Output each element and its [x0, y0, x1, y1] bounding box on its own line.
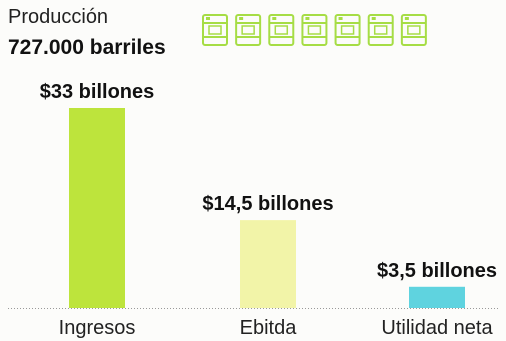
- oil-barrel-icon: [202, 14, 228, 46]
- category-tick-label: Utilidad neta: [381, 317, 493, 339]
- production-value: 727.000 barriles: [8, 36, 166, 59]
- oil-barrel-icon: [268, 14, 295, 46]
- data-label: $3,5 billones: [377, 260, 497, 282]
- oil-barrel-icon: [400, 14, 427, 46]
- oil-barrel-icon: [235, 14, 262, 46]
- bar-ingresos: [69, 108, 125, 308]
- category-tick-label: Ingresos: [59, 317, 136, 339]
- oil-barrel-icon: [367, 14, 394, 46]
- data-label: $33 billones: [40, 81, 155, 103]
- production-label: Producción: [8, 6, 109, 28]
- production-header: Producción 727.000 barriles: [8, 4, 166, 62]
- data-label: $14,5 billones: [202, 193, 333, 215]
- category-tick-label: Ebitda: [240, 317, 298, 339]
- bar-utilidad-neta: [409, 286, 465, 308]
- oil-barrel-icon: [301, 14, 328, 46]
- barrel-icons-row: [202, 14, 427, 46]
- bar-ebitda: [240, 220, 296, 308]
- oil-barrel-icon: [334, 14, 361, 46]
